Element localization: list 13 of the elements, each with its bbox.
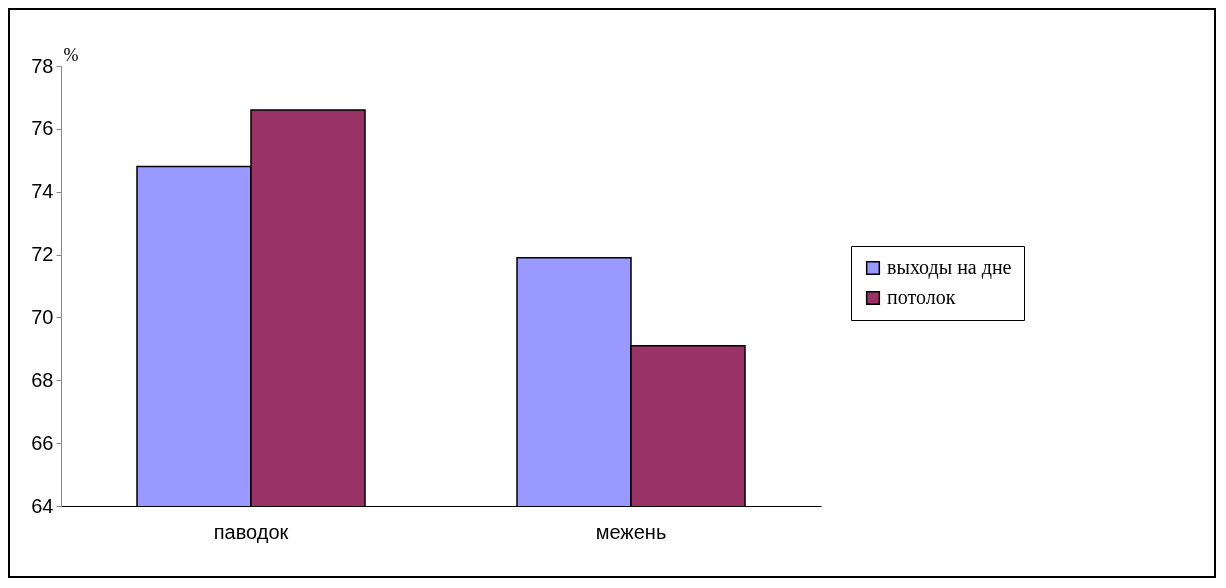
- y-tick-label: 76: [31, 117, 54, 140]
- y-tick-label: 64: [31, 494, 54, 517]
- y-tick-label: 72: [31, 243, 54, 266]
- y-tick-label: 66: [31, 431, 54, 454]
- legend-label: потолок: [887, 286, 956, 308]
- y-tick-label: 78: [31, 54, 54, 77]
- y-tick-label: 74: [31, 180, 54, 203]
- x-tick-label: межень: [595, 520, 667, 543]
- legend-label: выходы на дне: [887, 256, 1012, 279]
- y-axis-title: %: [63, 44, 79, 65]
- y-tick-label: 70: [31, 305, 54, 328]
- x-tick-label: паводок: [213, 520, 289, 543]
- y-tick-label: 68: [31, 368, 54, 391]
